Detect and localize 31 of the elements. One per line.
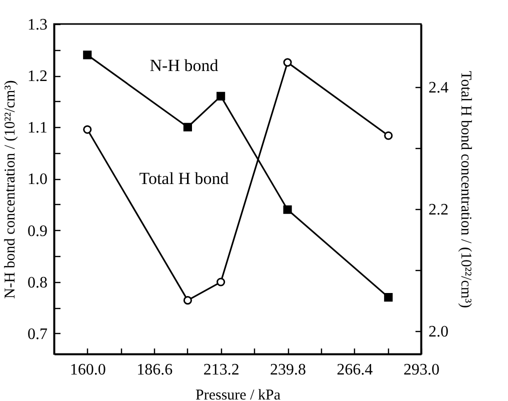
series-label: N-H bond (150, 56, 219, 75)
x-tick-label: 239.8 (270, 362, 306, 378)
y-axis-title: N-H bond concentration / (10²²/cm³) (2, 80, 18, 299)
point (183, 122, 192, 132)
x-tick-label: 213.2 (203, 362, 240, 378)
y-tick-label: 1.3 (28, 16, 48, 34)
x-tick-label: 160.0 (70, 362, 106, 378)
x-axis-title: Pressure / kPa (196, 388, 281, 401)
point (83, 125, 92, 134)
y2-tick-label: 2.0 (428, 323, 448, 340)
y-tick-label: 1.0 (28, 171, 48, 188)
point (216, 278, 226, 286)
y-tick-label: 0.7 (28, 326, 48, 343)
point (216, 92, 226, 100)
x-tick-label: 186.6 (136, 362, 173, 378)
x-tick-label: 266.4 (336, 362, 373, 378)
point (283, 58, 292, 67)
y2-tick-label: 2.4 (428, 79, 448, 96)
y-tick-label: 0.8 (28, 274, 48, 292)
x-tick-label: 293.0 (404, 362, 440, 378)
point (283, 205, 292, 214)
y2-tick-label: 2.2 (428, 201, 448, 218)
y-tick-label: 1.1 (28, 120, 48, 137)
point (83, 50, 92, 60)
point (384, 131, 393, 140)
point (183, 296, 192, 305)
series-label: Total H bond (139, 169, 230, 188)
point (384, 292, 393, 302)
y2-axis-title: Total H bond concentration / (10²²/cm³) (458, 71, 474, 308)
y-tick-label: 1.2 (28, 68, 48, 86)
y-tick-label: 0.9 (28, 222, 48, 240)
